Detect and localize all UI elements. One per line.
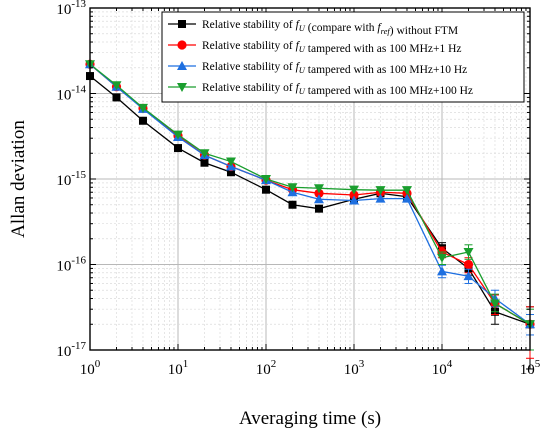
x-tick-label: 105 [520,358,541,378]
series-line [89,75,531,325]
x-tick-label: 104 [432,358,453,378]
series-line [89,63,531,325]
data-point [437,253,447,263]
data-point [313,194,324,204]
data-point [287,183,298,193]
data-point [349,185,359,195]
data-point [261,175,271,184]
series-layer [85,59,535,370]
legend-label: Relative stability of fU tampered with a… [202,82,473,97]
data-point [314,188,324,198]
x-tick-label: 101 [168,358,189,378]
data-point [463,248,474,258]
data-point [137,103,148,113]
data-point [313,184,324,194]
data-point [199,149,210,159]
legend-box [161,11,525,103]
data-point [173,130,183,140]
data-point [200,158,209,167]
data-point [111,81,122,91]
legend-entry: Relative stability of fU tampered with a… [168,82,473,97]
data-point [463,271,474,281]
y-tick-label: 10-15 [56,169,86,189]
legend-label: Relative stability of fU (compare with f… [202,19,458,37]
y-tick-label: 10-13 [56,0,86,18]
legend-marker [177,83,187,92]
legend-marker [177,40,187,50]
legend-marker [177,61,187,70]
legend-entry: Relative stability of fU (compare with f… [168,19,458,37]
x-tick-label: 102 [256,358,277,378]
data-point [174,144,182,153]
series-line [89,63,531,325]
series-4 [85,60,535,351]
y-tick-label: 10-17 [56,340,86,360]
x-tick-label: 103 [344,358,365,378]
data-point [314,204,323,213]
data-point [463,259,474,270]
data-point [262,185,270,194]
x-axis-title: Averaging time (s) [239,408,381,429]
y-axis-title: Allan deviation [8,120,29,238]
data-point [138,116,147,125]
data-point [489,299,500,309]
ticks-layer: 100 101 102 103 104 105 10-17 10-16 10-15 10-14 10… [56,0,540,378]
legend: Relative stability of fU (compare with f… [161,11,525,103]
data-point [401,193,412,203]
data-point [288,200,297,209]
data-point [401,186,412,196]
y-tick-label: 10-14 [56,84,86,104]
series-line [89,63,531,325]
y-tick-label: 10-16 [56,255,86,275]
data-point [375,193,386,203]
legend-entry: Relative stability of fU tampered with a… [168,61,467,76]
legend-label: Relative stability of fU tampered with a… [202,61,467,76]
legend-marker [178,20,186,28]
data-point [349,195,359,205]
data-point [225,157,236,167]
x-tick-label: 100 [80,358,101,378]
data-point [112,93,121,102]
data-point [437,266,447,276]
data-point [349,190,359,200]
data-point [375,186,386,196]
legend-label: Relative stability of fU tampered with a… [202,40,462,55]
series-2 [85,59,535,359]
legend-entry: Relative stability of fU tampered with a… [168,40,462,55]
data-point [226,168,235,177]
